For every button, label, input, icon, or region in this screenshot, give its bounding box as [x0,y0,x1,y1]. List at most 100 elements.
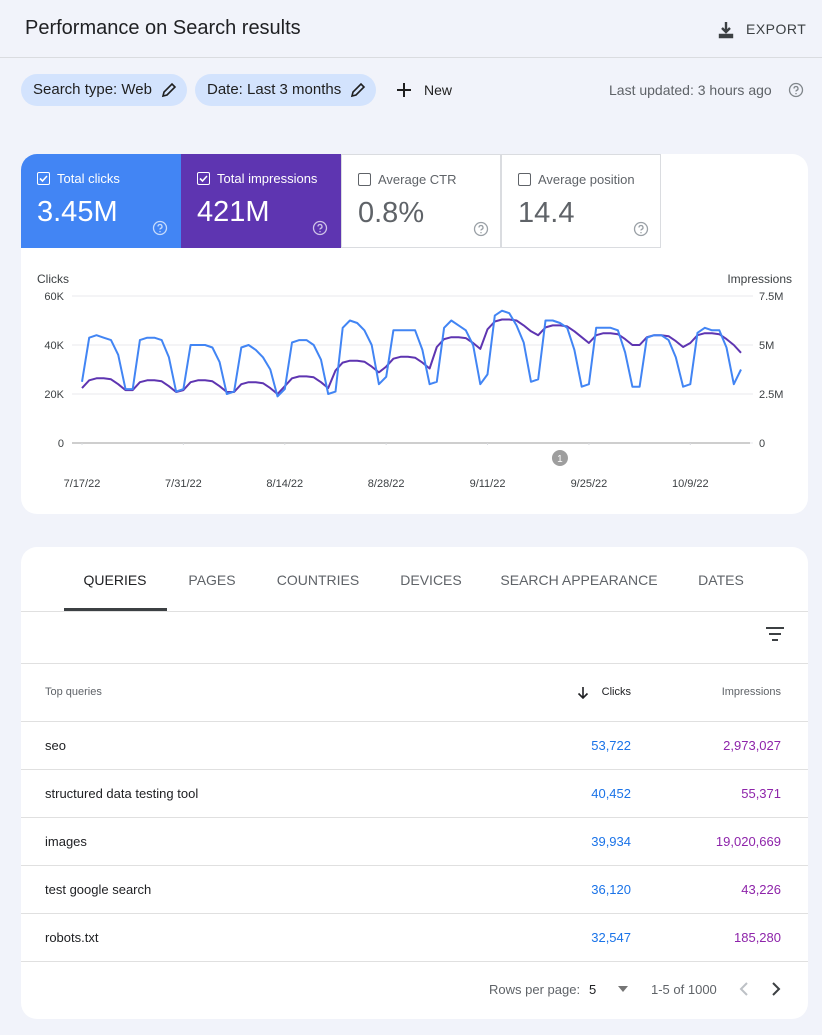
next-page[interactable] [770,981,782,997]
help-icon[interactable] [788,82,804,98]
help-icon[interactable] [473,221,489,237]
metric-value: 14.4 [518,197,575,229]
metric-card[interactable]: Total impressions 421M [181,154,341,248]
y2-axis-title: Impressions [727,272,792,286]
download-icon[interactable] [716,19,736,39]
tab[interactable]: DATES [698,572,744,588]
metric-checkbox[interactable] [37,172,50,185]
filter-chip[interactable]: Search type: Web [21,74,187,106]
impressions-cell: 2,973,027 [723,738,781,753]
tab[interactable]: DEVICES [400,572,462,588]
query-cell: images [45,834,87,849]
impressions-cell: 19,020,669 [715,834,781,849]
column-header[interactable]: Clicks [601,686,631,698]
tab[interactable]: SEARCH APPEARANCE [500,572,658,588]
prev-page[interactable] [738,981,750,997]
rows-per-page-label: Rows per page: [489,982,581,997]
table-row[interactable]: images 39,934 19,020,669 [21,817,808,866]
divider [21,663,808,664]
tab[interactable]: QUERIES [83,572,147,588]
y-tick-label: 0 [58,438,64,450]
x-tick-label: 9/25/22 [571,478,608,490]
metric-card[interactable]: Average position 14.4 [501,154,661,248]
metric-checkbox[interactable] [518,173,531,186]
impressions-cell: 185,280 [734,930,781,945]
metric-label: Total clicks [57,171,120,186]
metric-checkbox[interactable] [197,172,210,185]
y-tick-label: 20K [44,389,64,401]
clicks-cell: 53,722 [591,738,631,753]
table-card [21,547,808,1019]
x-tick-label: 7/31/22 [165,478,202,490]
dropdown-icon[interactable] [617,985,629,993]
x-tick-label: 7/17/22 [64,478,101,490]
y2-tick-label: 0 [759,438,765,450]
plus-icon[interactable] [396,82,412,98]
rows-per-page-select[interactable]: 5 [589,982,597,997]
help-icon[interactable] [312,220,328,236]
chart: Clicks Impressions 0 20K 40K 60K 0 2.5M 5M 7.5M 7/… [37,272,792,490]
y-axis-title: Clicks [37,272,69,286]
edit-icon [161,82,177,98]
metric-value: 3.45M [37,196,118,228]
chip-label: Search type: Web [33,81,152,98]
series-line [81,309,742,398]
chip-label: Date: Last 3 months [207,81,342,98]
filter-chip[interactable]: Date: Last 3 months [195,74,376,106]
query-cell: structured data testing tool [45,786,199,801]
column-header: Top queries [45,686,102,698]
metric-value: 0.8% [358,197,425,229]
impressions-cell: 55,371 [741,786,781,801]
y2-tick-label: 2.5M [759,389,783,401]
table-row[interactable]: structured data testing tool 40,452 55,371 [21,769,808,818]
sort-icon [577,687,589,699]
help-icon[interactable] [152,220,168,236]
metric-checkbox[interactable] [358,173,371,186]
column-header[interactable]: Impressions [721,686,781,698]
table-row[interactable]: test google search 36,120 43,226 [21,865,808,914]
clicks-cell: 32,547 [591,930,631,945]
metric-label: Average CTR [378,172,457,187]
top-bar [0,0,822,58]
x-tick-label: 10/9/22 [672,478,709,490]
metric-card[interactable]: Total clicks 3.45M [21,154,181,248]
y-tick-label: 40K [44,340,64,352]
query-cell: seo [45,738,66,753]
metric-value: 421M [197,196,270,228]
metric-card[interactable]: Average CTR 0.8% [341,154,501,248]
x-tick-label: 8/28/22 [368,478,405,490]
edit-icon [350,82,366,98]
chart-card: Total clicks 3.45M Total impressions 421M Av… [21,154,808,514]
table-row[interactable]: robots.txt 32,547 185,280 [21,913,808,962]
tab[interactable]: PAGES [188,572,236,588]
query-cell: test google search [45,882,152,897]
impressions-cell: 43,226 [741,882,781,897]
page-title: Performance on Search results [25,17,301,39]
annotation-label: 1 [557,454,563,465]
y2-tick-label: 5M [759,340,774,352]
divider [21,961,808,962]
y2-tick-label: 7.5M [759,291,783,303]
x-tick-label: 9/11/22 [470,478,506,490]
filter-icon[interactable] [765,626,785,642]
clicks-cell: 39,934 [591,834,631,849]
page-range: 1-5 of 1000 [651,982,717,997]
annotation-marker[interactable] [551,450,568,466]
y-tick-label: 60K [44,291,64,303]
metric-label: Total impressions [217,171,318,186]
divider [21,611,808,612]
table-row[interactable]: seo 53,722 2,973,027 [21,721,808,770]
last-updated: Last updated: 3 hours ago [609,82,772,98]
x-tick-label: 8/14/22 [266,478,303,490]
active-tab-indicator [64,608,167,611]
series-line [81,318,742,395]
export-button[interactable]: EXPORT [746,21,807,37]
clicks-cell: 40,452 [591,786,631,801]
help-icon[interactable] [633,221,649,237]
tab[interactable]: COUNTRIES [276,572,360,588]
clicks-cell: 36,120 [591,882,631,897]
query-cell: robots.txt [45,930,99,945]
new-filter[interactable]: New [424,82,453,98]
metric-label: Average position [538,172,635,187]
